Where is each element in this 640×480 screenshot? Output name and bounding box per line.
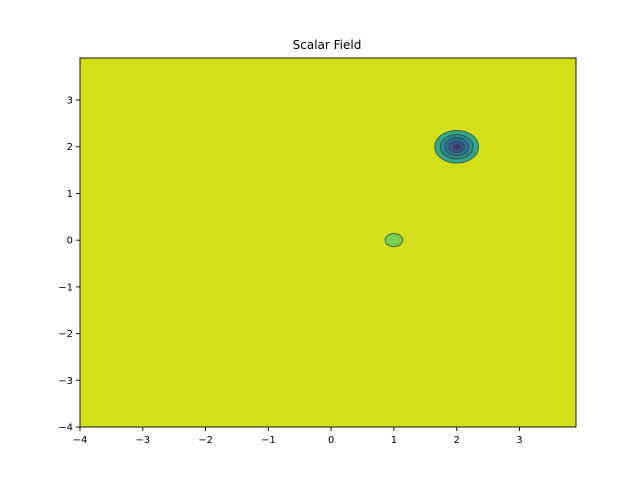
y-tick-label: 0	[67, 236, 73, 247]
x-tick-label: 1	[391, 435, 397, 446]
chart-title: Scalar Field	[293, 38, 362, 52]
plot-area	[79, 57, 577, 428]
contour-background-level	[80, 58, 576, 427]
contour-feature-bump	[384, 233, 404, 248]
x-axis: −4 −3 −2 −1 0 1 2 3	[73, 427, 523, 446]
contour-feature-sink	[434, 129, 480, 164]
x-tick-label: −4	[73, 435, 88, 446]
contour-level-sink-4	[453, 143, 461, 150]
contour-level-bump-0	[384, 233, 404, 248]
x-tick-label: 3	[516, 435, 522, 446]
y-tick-label: −2	[58, 329, 73, 340]
x-tick-label: −2	[198, 435, 213, 446]
y-tick-label: −4	[58, 423, 73, 434]
x-tick-label: −1	[261, 435, 276, 446]
y-axis: −4 −3 −2 −1 0 1 2 3	[58, 96, 80, 434]
plot-frame	[79, 57, 577, 428]
y-tick-label: 1	[67, 189, 73, 200]
x-tick-label: 2	[454, 435, 460, 446]
x-tick-label: 0	[328, 435, 334, 446]
y-tick-label: 2	[67, 142, 73, 153]
y-tick-label: −1	[58, 282, 73, 293]
x-tick-label: −3	[135, 435, 150, 446]
y-tick-label: −3	[58, 376, 73, 387]
y-tick-label: 3	[67, 96, 73, 107]
